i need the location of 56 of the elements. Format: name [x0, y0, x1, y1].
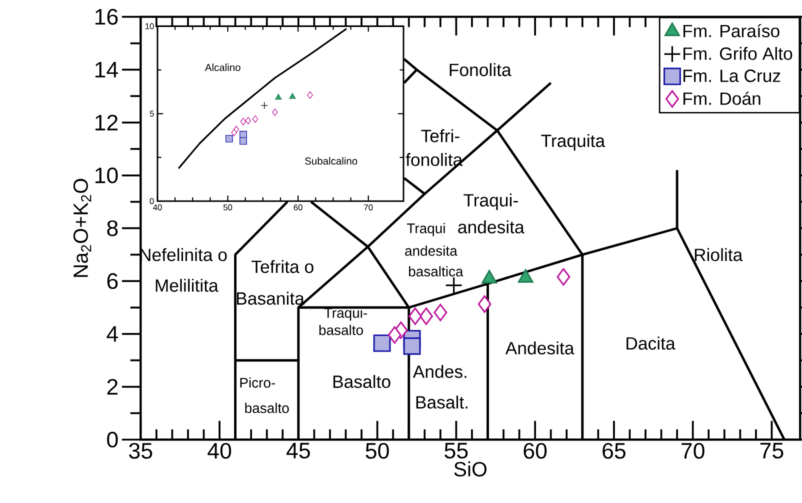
x-tick-label: 60	[294, 204, 302, 210]
x-tick-label: 40	[208, 442, 232, 459]
x-tick-label: 40	[153, 204, 162, 210]
y-tick-label: 5	[150, 110, 154, 116]
annotation: Alcalino	[204, 63, 240, 71]
annotation: Traquita	[541, 134, 606, 150]
annotation: Traqui-	[464, 193, 518, 210]
y-axis-title: Na$_{2}$O+K$_{2}$O	[73, 178, 92, 277]
legend-label: Fm. Doán	[683, 92, 760, 105]
y-tick-label: 2	[107, 378, 118, 394]
x-tick-label: 60	[524, 442, 547, 459]
x-tick-label: 50	[366, 442, 389, 459]
annotation: basalto	[319, 324, 363, 335]
x-tick-label: 70	[682, 442, 704, 459]
x-tick-label: 75	[760, 442, 784, 458]
annotation: Basanita	[237, 292, 304, 305]
x-tick-label: 70	[364, 204, 373, 210]
annotation: Picro-	[240, 377, 276, 388]
legend-label: Fm. Paraíso	[683, 24, 780, 38]
annotation: Nefelinita o	[140, 248, 227, 262]
y-tick-label: 4	[106, 326, 118, 342]
annotation: Subalcalino	[305, 156, 358, 165]
annotation: Traqui-	[324, 307, 368, 321]
annotation: Andesita	[505, 341, 574, 354]
x-tick-label: 35	[129, 442, 152, 459]
y-tick-label: 10	[146, 23, 154, 30]
annotation: Tefrita o	[252, 260, 314, 273]
annotation: Basalt.	[416, 395, 468, 408]
annotation: Traqui	[406, 222, 445, 236]
annotation: basalto	[245, 402, 289, 413]
annotation: andesita	[405, 245, 458, 256]
y-tick-label: 6	[107, 273, 118, 289]
y-tick-label: 0	[107, 432, 118, 448]
annotation: Basalto	[333, 374, 390, 388]
x-tick-label: 55	[444, 442, 468, 458]
annotation: basaltica	[409, 266, 464, 276]
y-tick-label: 16	[95, 8, 118, 25]
legend-label: Fm. Grifo Alto	[683, 46, 792, 60]
annotation: Andes.	[412, 364, 466, 378]
y-tick-label: 14	[95, 62, 118, 78]
y-tick-label: 10	[95, 167, 118, 184]
x-tick-label: 45	[286, 442, 310, 458]
y-tick-label: 8	[107, 220, 118, 236]
annotation: Dacita	[626, 336, 676, 350]
annotation: Fonolita	[450, 63, 512, 76]
annotation: fonolita	[406, 152, 463, 166]
x-tick-label: 50	[223, 204, 232, 210]
annotation: andesita	[458, 220, 524, 234]
annotation: Riolita	[694, 248, 743, 262]
x-tick-label: 65	[602, 442, 626, 459]
y-tick-label: 0	[150, 198, 154, 204]
y-tick-label: 12	[95, 114, 118, 130]
x-axis-title: SiO	[454, 461, 486, 476]
legend-label: Fm. La Cruz	[683, 69, 780, 82]
annotation: Melilitita	[156, 278, 218, 292]
annotation: Tefri-	[421, 129, 460, 142]
